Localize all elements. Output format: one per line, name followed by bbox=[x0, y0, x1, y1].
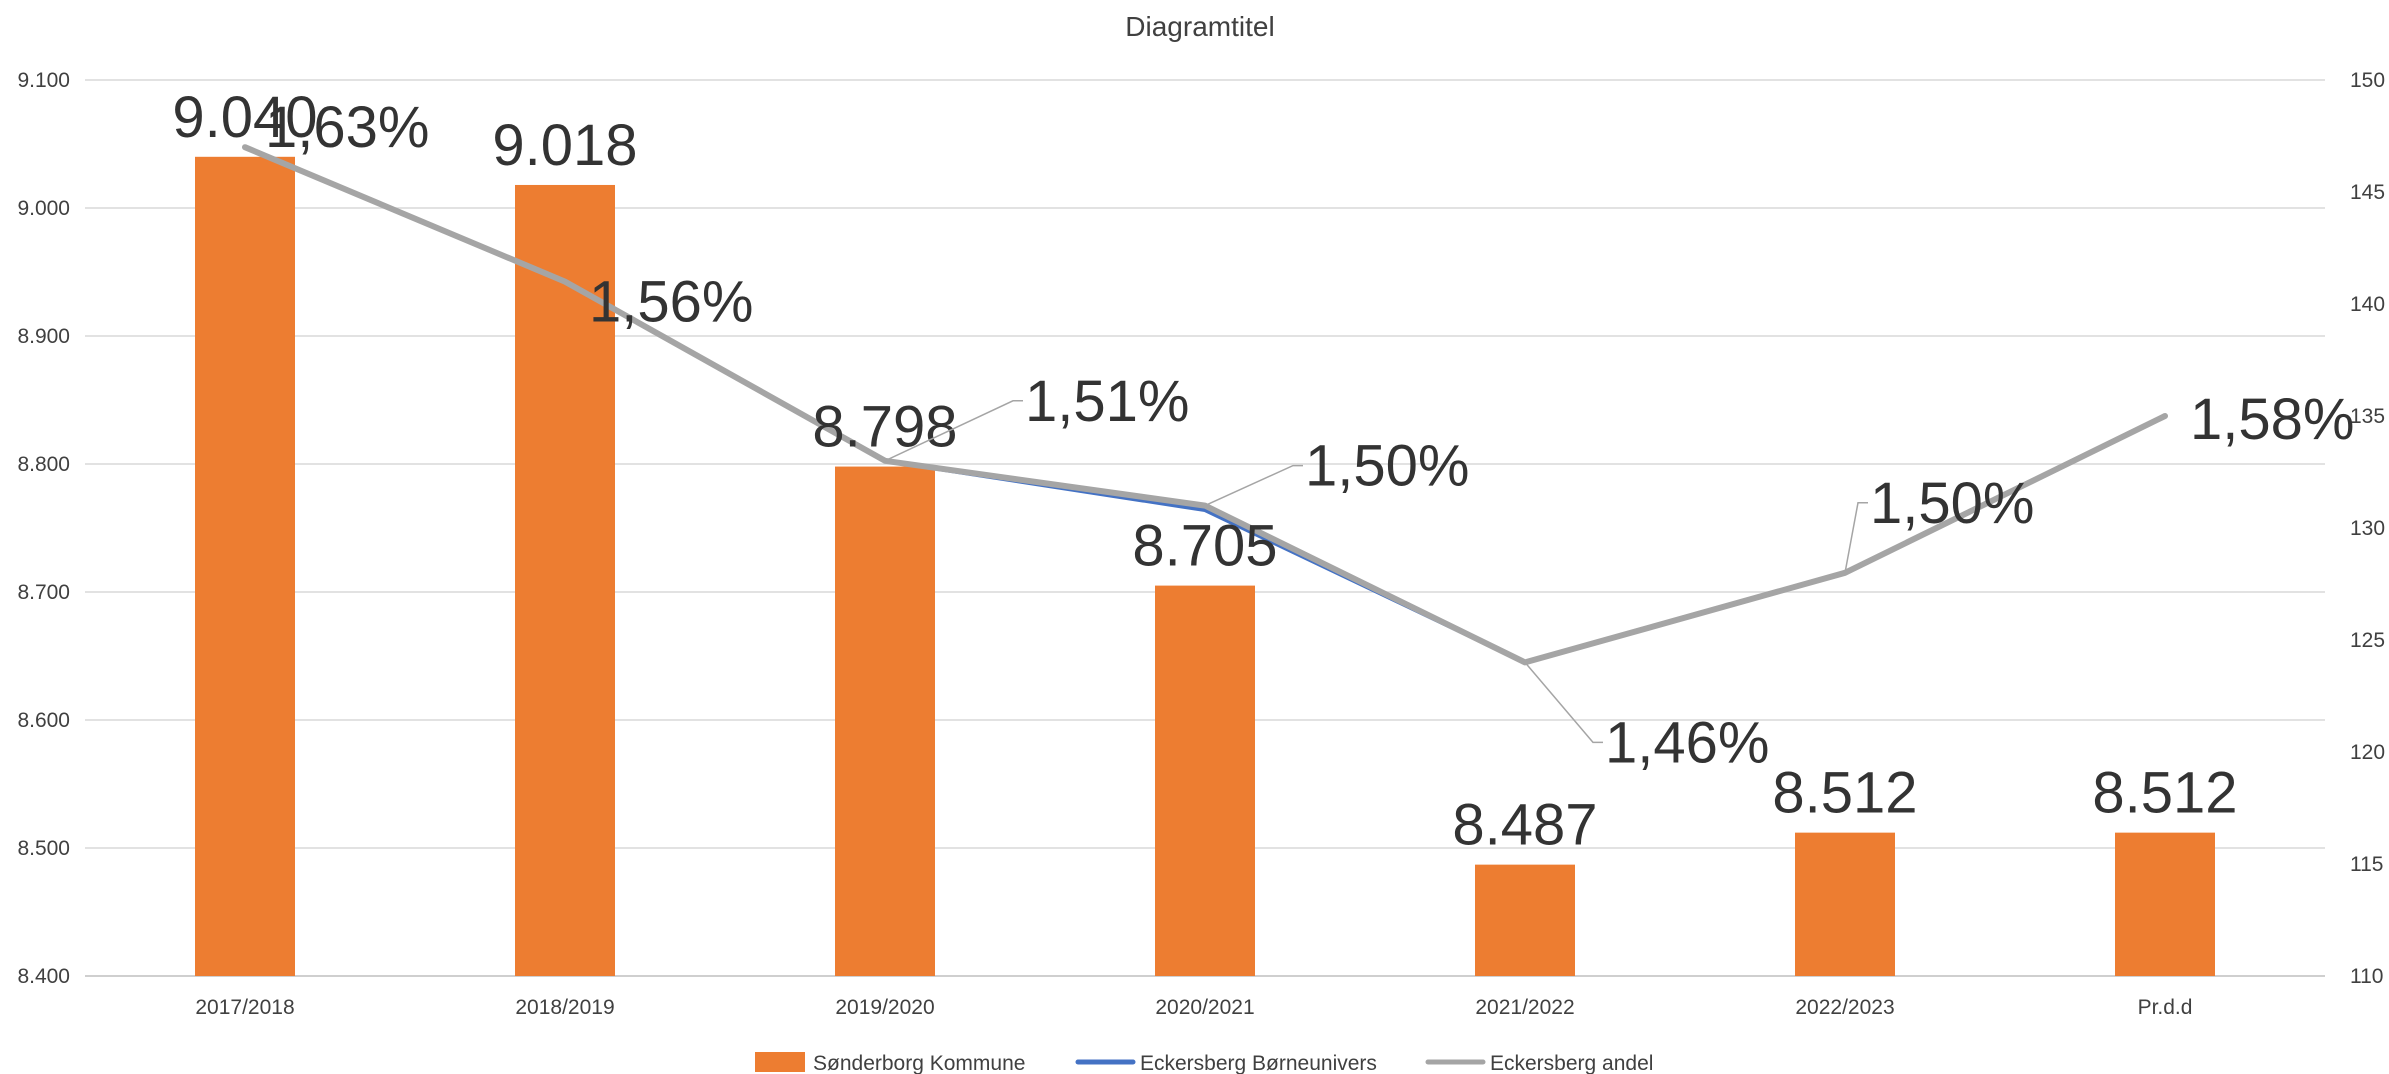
bar bbox=[1795, 832, 1895, 976]
bar-series bbox=[195, 156, 2215, 977]
x-tick-label: 2022/2023 bbox=[1795, 996, 1894, 1019]
y-left-tick-label: 8.900 bbox=[17, 325, 70, 348]
x-tick-label: 2017/2018 bbox=[195, 996, 294, 1019]
bar-data-label: 8.705 bbox=[1132, 514, 1277, 579]
x-tick-label: 2020/2021 bbox=[1155, 996, 1254, 1019]
line-data-labels: 1,63% 1,56% 1,51% 1,50% 1,46% 1,50% 1,58% bbox=[265, 95, 2354, 775]
y-right-tick-label: 115 bbox=[2350, 853, 2383, 876]
bar bbox=[835, 466, 935, 976]
line-data-label: 1,50% bbox=[1870, 471, 2034, 536]
y-right-tick-label: 110 bbox=[2350, 965, 2383, 988]
data-label-leader-line bbox=[884, 400, 1023, 462]
bar-data-label: 8.512 bbox=[1772, 761, 1917, 826]
data-label-leader-line bbox=[1524, 661, 1603, 744]
x-tick-label: 2018/2019 bbox=[515, 996, 614, 1019]
line-data-label: 1,56% bbox=[589, 270, 753, 335]
bar-data-label: 8.512 bbox=[2092, 761, 2237, 826]
y-left-tick-label: 8.500 bbox=[17, 837, 70, 860]
y-left-tick-label: 8.700 bbox=[17, 581, 70, 604]
y-left-tick-label: 9.100 bbox=[17, 69, 70, 92]
line-data-label: 1,51% bbox=[1025, 369, 1189, 434]
bar-data-label: 9.018 bbox=[492, 113, 637, 178]
bar-data-label: 8.798 bbox=[812, 395, 957, 460]
x-axis: 2017/2018 2018/2019 2019/2020 2020/2021 2021… bbox=[195, 996, 2192, 1019]
x-tick-label: 2019/2020 bbox=[835, 996, 934, 1019]
legend: Sønderborg Kommune Eckersberg Børneuniver… bbox=[755, 1052, 1653, 1074]
data-label-leader-line bbox=[1844, 502, 1868, 573]
y-right-tick-label: 125 bbox=[2350, 629, 2385, 652]
bar bbox=[195, 156, 295, 977]
line-data-label: 1,46% bbox=[1605, 710, 1769, 775]
line-data-label: 1,50% bbox=[1305, 434, 1469, 499]
y-right-tick-label: 140 bbox=[2350, 293, 2385, 316]
bar bbox=[1475, 864, 1575, 976]
line-data-label: 1,63% bbox=[265, 95, 429, 160]
bar bbox=[515, 184, 615, 976]
left-axis: 8.400 8.500 8.600 8.700 8.800 8.900 9.000 9.100 bbox=[17, 69, 70, 988]
legend-label: Eckersberg andel bbox=[1490, 1052, 1653, 1074]
legend-label: Sønderborg Kommune bbox=[813, 1052, 1025, 1074]
bar-data-label: 9.040 bbox=[172, 85, 317, 150]
legend-swatch bbox=[755, 1052, 805, 1072]
line-data-label: 1,58% bbox=[2190, 387, 2354, 452]
y-left-tick-label: 9.000 bbox=[17, 197, 70, 220]
y-left-tick-label: 8.400 bbox=[17, 965, 70, 988]
y-left-tick-label: 8.800 bbox=[17, 453, 70, 476]
right-axis: 110 115 120 125 130 135 140 145 150 bbox=[2350, 69, 2385, 988]
y-right-tick-label: 130 bbox=[2350, 517, 2385, 540]
chart-title: Diagramtitel bbox=[1125, 11, 1274, 42]
x-tick-label: Pr.d.d bbox=[2138, 996, 2193, 1019]
bar bbox=[1155, 585, 1255, 976]
legend-label: Eckersberg Børneunivers bbox=[1140, 1052, 1377, 1074]
data-label-leader-line bbox=[1204, 464, 1303, 507]
y-right-tick-label: 120 bbox=[2350, 741, 2385, 764]
bar-data-labels: 9.040 9.018 8.798 8.705 8.487 8.512 8.512 bbox=[172, 85, 2237, 858]
y-right-tick-label: 145 bbox=[2350, 181, 2385, 204]
bar-data-label: 8.487 bbox=[1452, 793, 1597, 858]
bar bbox=[2115, 832, 2215, 976]
y-right-tick-label: 135 bbox=[2350, 405, 2385, 428]
y-right-tick-label: 150 bbox=[2350, 69, 2385, 92]
x-tick-label: 2021/2022 bbox=[1475, 996, 1574, 1019]
y-left-tick-label: 8.600 bbox=[17, 709, 70, 732]
